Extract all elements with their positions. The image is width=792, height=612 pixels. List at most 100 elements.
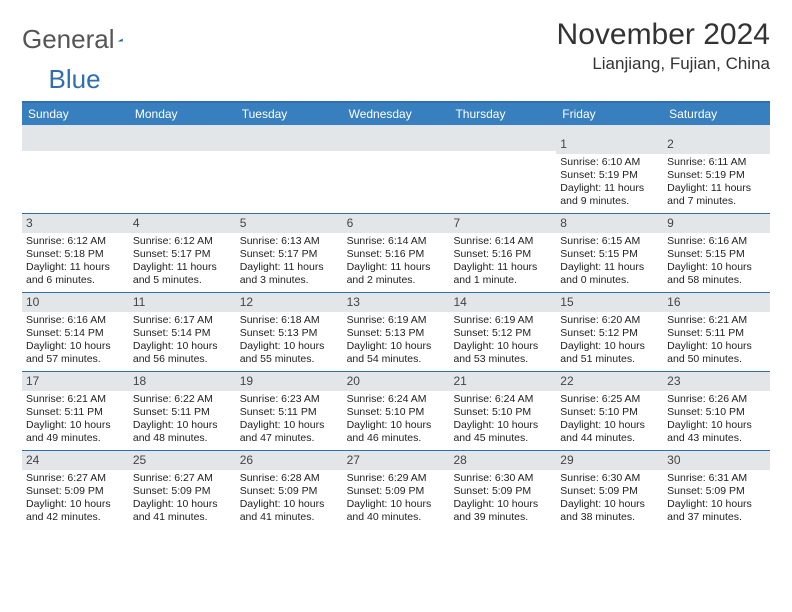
daylight-line: Daylight: 10 hours and 41 minutes. (133, 498, 232, 524)
day-cell: 1Sunrise: 6:10 AMSunset: 5:19 PMDaylight… (556, 135, 663, 213)
daylight-line: Daylight: 10 hours and 51 minutes. (560, 340, 659, 366)
month-title: November 2024 (557, 18, 770, 52)
sunset-line: Sunset: 5:11 PM (240, 406, 339, 419)
sunrise-line: Sunrise: 6:24 AM (453, 393, 552, 406)
day-cell: 30Sunrise: 6:31 AMSunset: 5:09 PMDayligh… (663, 451, 770, 529)
day-number (129, 135, 236, 151)
daylight-line: Daylight: 11 hours and 2 minutes. (347, 261, 446, 287)
day-number: 3 (22, 214, 129, 233)
sunset-line: Sunset: 5:14 PM (26, 327, 125, 340)
sunrise-line: Sunrise: 6:16 AM (26, 314, 125, 327)
day-number: 13 (343, 293, 450, 312)
day-number: 23 (663, 372, 770, 391)
sunrise-line: Sunrise: 6:21 AM (667, 314, 766, 327)
day-number: 1 (556, 135, 663, 154)
sunset-line: Sunset: 5:09 PM (240, 485, 339, 498)
day-number (449, 135, 556, 151)
sunset-line: Sunset: 5:16 PM (453, 248, 552, 261)
day-cell: 4 Sunrise: 6:12 AMSunset: 5:17 PMDaylight… (129, 214, 236, 292)
daylight-line: Daylight: 11 hours and 9 minutes. (560, 182, 659, 208)
dow-sat: Saturday (663, 103, 770, 125)
brand-logo: General (22, 18, 146, 55)
dow-fri: Friday (556, 103, 663, 125)
daylight-line: Daylight: 10 hours and 53 minutes. (453, 340, 552, 366)
calendar-grid: Sunday Monday Tuesday Wednesday Thursday… (22, 101, 770, 529)
sunset-line: Sunset: 5:09 PM (26, 485, 125, 498)
day-cell: 20 Sunrise: 6:24 AMSunset: 5:10 PMDayligh… (343, 372, 450, 450)
sunset-line: Sunset: 5:17 PM (133, 248, 232, 261)
day-number (22, 135, 129, 151)
day-cell: 8Sunrise: 6:15 AMSunset: 5:15 PMDaylight… (556, 214, 663, 292)
daylight-line: Daylight: 11 hours and 6 minutes. (26, 261, 125, 287)
day-cell: 5Sunrise: 6:13 AMSunset: 5:17 PMDaylight… (236, 214, 343, 292)
daylight-line: Daylight: 10 hours and 57 minutes. (26, 340, 125, 366)
sunrise-line: Sunrise: 6:19 AM (453, 314, 552, 327)
day-number: 12 (236, 293, 343, 312)
day-number: 20 (343, 372, 450, 391)
daylight-line: Daylight: 10 hours and 58 minutes. (667, 261, 766, 287)
day-number: 7 (449, 214, 556, 233)
sunrise-line: Sunrise: 6:21 AM (26, 393, 125, 406)
day-number: 26 (236, 451, 343, 470)
sunset-line: Sunset: 5:10 PM (347, 406, 446, 419)
sunset-line: Sunset: 5:11 PM (26, 406, 125, 419)
day-cell: 14Sunrise: 6:19 AMSunset: 5:12 PMDayligh… (449, 293, 556, 371)
location-label: Lianjiang, Fujian, China (557, 54, 770, 74)
sunrise-line: Sunrise: 6:14 AM (347, 235, 446, 248)
dow-header-row: Sunday Monday Tuesday Wednesday Thursday… (22, 103, 770, 125)
brand-word-1: General (22, 24, 115, 55)
sunrise-line: Sunrise: 6:12 AM (133, 235, 232, 248)
dow-sun: Sunday (22, 103, 129, 125)
sunset-line: Sunset: 5:13 PM (240, 327, 339, 340)
day-number: 9 (663, 214, 770, 233)
day-number: 16 (663, 293, 770, 312)
daylight-line: Daylight: 10 hours and 43 minutes. (667, 419, 766, 445)
sunrise-line: Sunrise: 6:14 AM (453, 235, 552, 248)
day-cell: 15Sunrise: 6:20 AMSunset: 5:12 PMDayligh… (556, 293, 663, 371)
day-number: 15 (556, 293, 663, 312)
day-cell: 10Sunrise: 6:16 AMSunset: 5:14 PMDayligh… (22, 293, 129, 371)
day-cell: 3Sunrise: 6:12 AMSunset: 5:18 PMDaylight… (22, 214, 129, 292)
day-number: 8 (556, 214, 663, 233)
week-row: 1 Sunrise: 6:10 AM Sunset: 5:19 PM Daylight… (22, 135, 770, 213)
daylight-line: Daylight: 11 hours and 3 minutes. (240, 261, 339, 287)
dow-tue: Tuesday (236, 103, 343, 125)
weeks-container: 1 Sunrise: 6:10 AM Sunset: 5:19 PM Daylight… (22, 135, 770, 529)
sunset-line: Sunset: 5:15 PM (560, 248, 659, 261)
day-number: 27 (343, 451, 450, 470)
day-number: 21 (449, 372, 556, 391)
sunset-line: Sunset: 5:09 PM (133, 485, 232, 498)
sunrise-line: Sunrise: 6:31 AM (667, 472, 766, 485)
sunset-line: Sunset: 5:13 PM (347, 327, 446, 340)
sunrise-line: Sunrise: 6:28 AM (240, 472, 339, 485)
day-cell: 19Sunrise: 6:23 AMSunset: 5:11 PMDayligh… (236, 372, 343, 450)
sunset-line: Sunset: 5:16 PM (347, 248, 446, 261)
day-cell: 23Sunrise: 6:26 AMSunset: 5:10 PMDayligh… (663, 372, 770, 450)
sunrise-line: Sunrise: 6:24 AM (347, 393, 446, 406)
sunset-line: Sunset: 5:12 PM (453, 327, 552, 340)
day-number: 11 (129, 293, 236, 312)
week-row: 24Sunrise: 6:27 AMSunset: 5:09 PMDayligh… (22, 450, 770, 529)
daylight-line: Daylight: 10 hours and 45 minutes. (453, 419, 552, 445)
sunset-line: Sunset: 5:15 PM (667, 248, 766, 261)
daylight-line: Daylight: 11 hours and 5 minutes. (133, 261, 232, 287)
sunrise-line: Sunrise: 6:27 AM (26, 472, 125, 485)
day-cell: 7Sunrise: 6:14 AMSunset: 5:16 PMDaylight… (449, 214, 556, 292)
sunset-line: Sunset: 5:19 PM (667, 169, 766, 182)
daylight-line: Daylight: 10 hours and 46 minutes. (347, 419, 446, 445)
week-row: 10Sunrise: 6:16 AMSunset: 5:14 PMDayligh… (22, 292, 770, 371)
daylight-line: Daylight: 10 hours and 38 minutes. (560, 498, 659, 524)
sunset-line: Sunset: 5:09 PM (667, 485, 766, 498)
day-cell: 22Sunrise: 6:25 AMSunset: 5:10 PMDayligh… (556, 372, 663, 450)
day-number: 18 (129, 372, 236, 391)
daylight-line: Daylight: 10 hours and 48 minutes. (133, 419, 232, 445)
daylight-line: Daylight: 10 hours and 39 minutes. (453, 498, 552, 524)
day-cell: 26Sunrise: 6:28 AMSunset: 5:09 PMDayligh… (236, 451, 343, 529)
sunrise-line: Sunrise: 6:10 AM (560, 156, 659, 169)
sunrise-line: Sunrise: 6:12 AM (26, 235, 125, 248)
daylight-line: Daylight: 10 hours and 56 minutes. (133, 340, 232, 366)
day-number: 4 (129, 214, 236, 233)
day-number: 17 (22, 372, 129, 391)
day-cell: 29Sunrise: 6:30 AMSunset: 5:09 PMDayligh… (556, 451, 663, 529)
day-cell: 2Sunrise: 6:11 AMSunset: 5:19 PMDaylight… (663, 135, 770, 213)
